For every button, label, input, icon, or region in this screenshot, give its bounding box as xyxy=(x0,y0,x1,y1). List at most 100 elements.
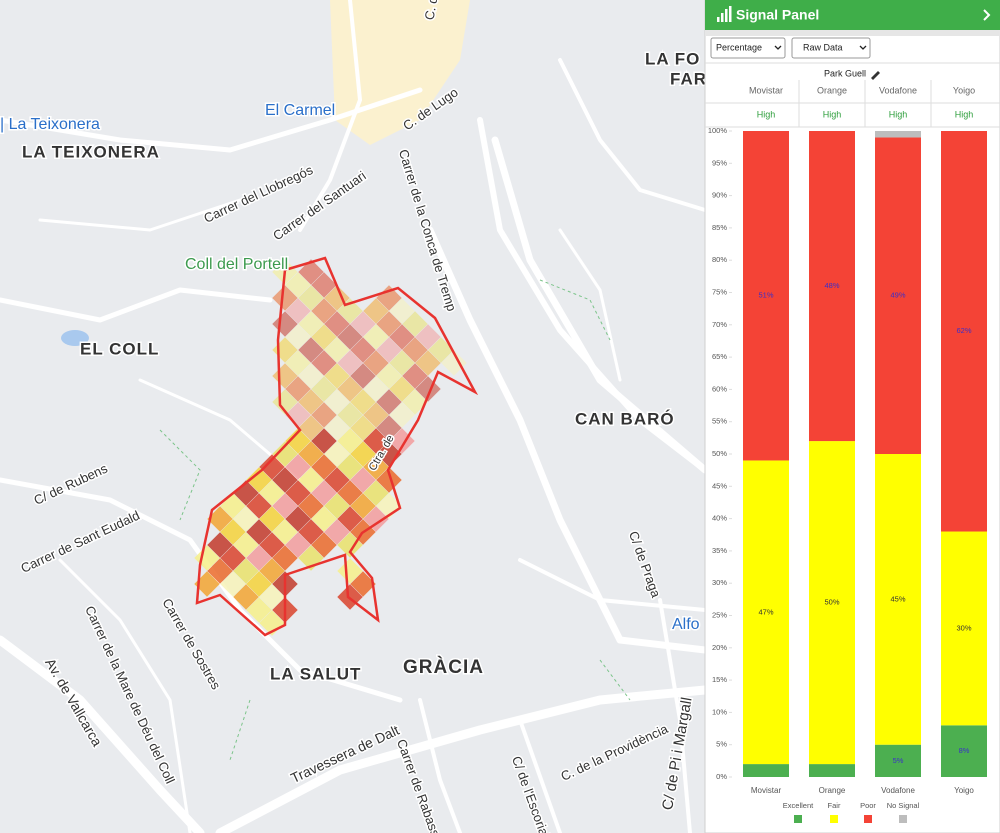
heat-cell xyxy=(298,441,324,467)
heat-cell xyxy=(350,363,376,389)
heat-cell xyxy=(402,311,428,337)
heat-cell xyxy=(298,337,324,363)
heat-cell xyxy=(311,428,337,454)
heat-cell xyxy=(285,298,311,324)
map-label: LA SALUT xyxy=(270,664,361,683)
heat-cell xyxy=(428,337,454,363)
data-label: 30% xyxy=(956,623,971,632)
heat-cell xyxy=(311,506,337,532)
coverage-heatmap xyxy=(194,259,467,636)
heat-cell xyxy=(233,558,259,584)
heat-cell xyxy=(363,454,389,480)
heat-cell xyxy=(246,545,272,571)
heat-cell xyxy=(298,493,324,519)
y-tick-label: 90% xyxy=(712,191,727,200)
heat-cell xyxy=(207,558,233,584)
heat-cell xyxy=(259,532,285,558)
heat-cell xyxy=(402,389,428,415)
panel-header xyxy=(705,0,1000,30)
percentage-select[interactable]: Percentage xyxy=(710,37,786,59)
bar-segment xyxy=(941,725,987,777)
heat-cell xyxy=(337,454,363,480)
heat-cell xyxy=(311,402,337,428)
x-tick-label: Yoigo xyxy=(954,786,974,795)
heat-cell xyxy=(324,285,350,311)
data-select[interactable]: Raw Data xyxy=(791,37,871,59)
heat-cell xyxy=(363,428,389,454)
bar-segment xyxy=(743,131,789,461)
map-label: LA TEIXONERA xyxy=(22,142,160,161)
bar-segment xyxy=(809,764,855,777)
heat-cell xyxy=(298,285,324,311)
y-tick-label: 45% xyxy=(712,481,727,490)
collapse-button[interactable] xyxy=(983,9,991,21)
heat-cell xyxy=(324,337,350,363)
y-tick-label: 95% xyxy=(712,158,727,167)
heat-cell xyxy=(337,480,363,506)
heat-cell xyxy=(311,454,337,480)
y-tick-label: 100% xyxy=(708,126,728,135)
y-tick-label: 0% xyxy=(716,772,727,781)
heat-cell xyxy=(246,597,272,623)
heat-cell xyxy=(207,506,233,532)
heat-cell xyxy=(285,324,311,350)
map-label: LA FO xyxy=(645,49,700,68)
map-label: GRÀCIA xyxy=(403,656,484,678)
heat-cell xyxy=(246,519,272,545)
operator-name: Orange xyxy=(817,85,847,95)
y-tick-label: 65% xyxy=(712,352,727,361)
heat-cell xyxy=(272,467,298,493)
heat-cell xyxy=(337,428,363,454)
data-label: 48% xyxy=(824,281,839,290)
legend-swatch xyxy=(864,815,872,823)
heat-cell xyxy=(311,298,337,324)
heat-cell xyxy=(350,441,376,467)
heat-cell xyxy=(285,480,311,506)
heat-cell xyxy=(350,337,376,363)
bar-segment xyxy=(743,764,789,777)
bar-segment xyxy=(875,131,921,138)
heat-cell xyxy=(285,350,311,376)
bar-segment xyxy=(941,131,987,532)
bar-segment xyxy=(875,137,921,454)
signal-level: High xyxy=(955,109,974,119)
location-name: Park Guell xyxy=(824,68,866,78)
heat-cell xyxy=(272,519,298,545)
data-label: 47% xyxy=(758,607,773,616)
legend-label: No Signal xyxy=(887,801,920,810)
y-tick-label: 85% xyxy=(712,223,727,232)
signal-icon xyxy=(717,6,732,22)
heat-cell xyxy=(350,571,376,597)
select-text: Raw Data xyxy=(803,42,843,52)
bar-segment xyxy=(875,744,921,777)
heat-cell xyxy=(350,493,376,519)
data-label: 49% xyxy=(890,291,905,300)
data-label: 45% xyxy=(890,594,905,603)
operator-table: Movistar High Orange High Vodafone High Yoigo H… xyxy=(705,80,1000,128)
y-tick-label: 25% xyxy=(712,610,727,619)
heat-cell xyxy=(324,415,350,441)
heat-cell xyxy=(285,506,311,532)
edit-icon[interactable] xyxy=(871,71,880,80)
legend-label: Poor xyxy=(860,801,876,810)
y-tick-label: 40% xyxy=(712,514,727,523)
map-label: Coll del Portell xyxy=(185,256,288,273)
heat-cell xyxy=(376,467,402,493)
heat-cell xyxy=(324,493,350,519)
heat-cell xyxy=(376,441,402,467)
heat-cell xyxy=(376,363,402,389)
heat-cell xyxy=(389,376,415,402)
signal-level: High xyxy=(889,109,908,119)
heat-cell xyxy=(298,519,324,545)
heat-cell xyxy=(259,584,285,610)
heat-cell xyxy=(337,350,363,376)
panel-title: Signal Panel xyxy=(736,7,819,23)
heat-cell xyxy=(389,324,415,350)
heat-cell xyxy=(415,350,441,376)
heat-cell xyxy=(285,428,311,454)
area-outline xyxy=(195,256,479,637)
heat-cell xyxy=(259,506,285,532)
y-tick-label: 75% xyxy=(712,287,727,296)
legend-swatch xyxy=(899,815,907,823)
